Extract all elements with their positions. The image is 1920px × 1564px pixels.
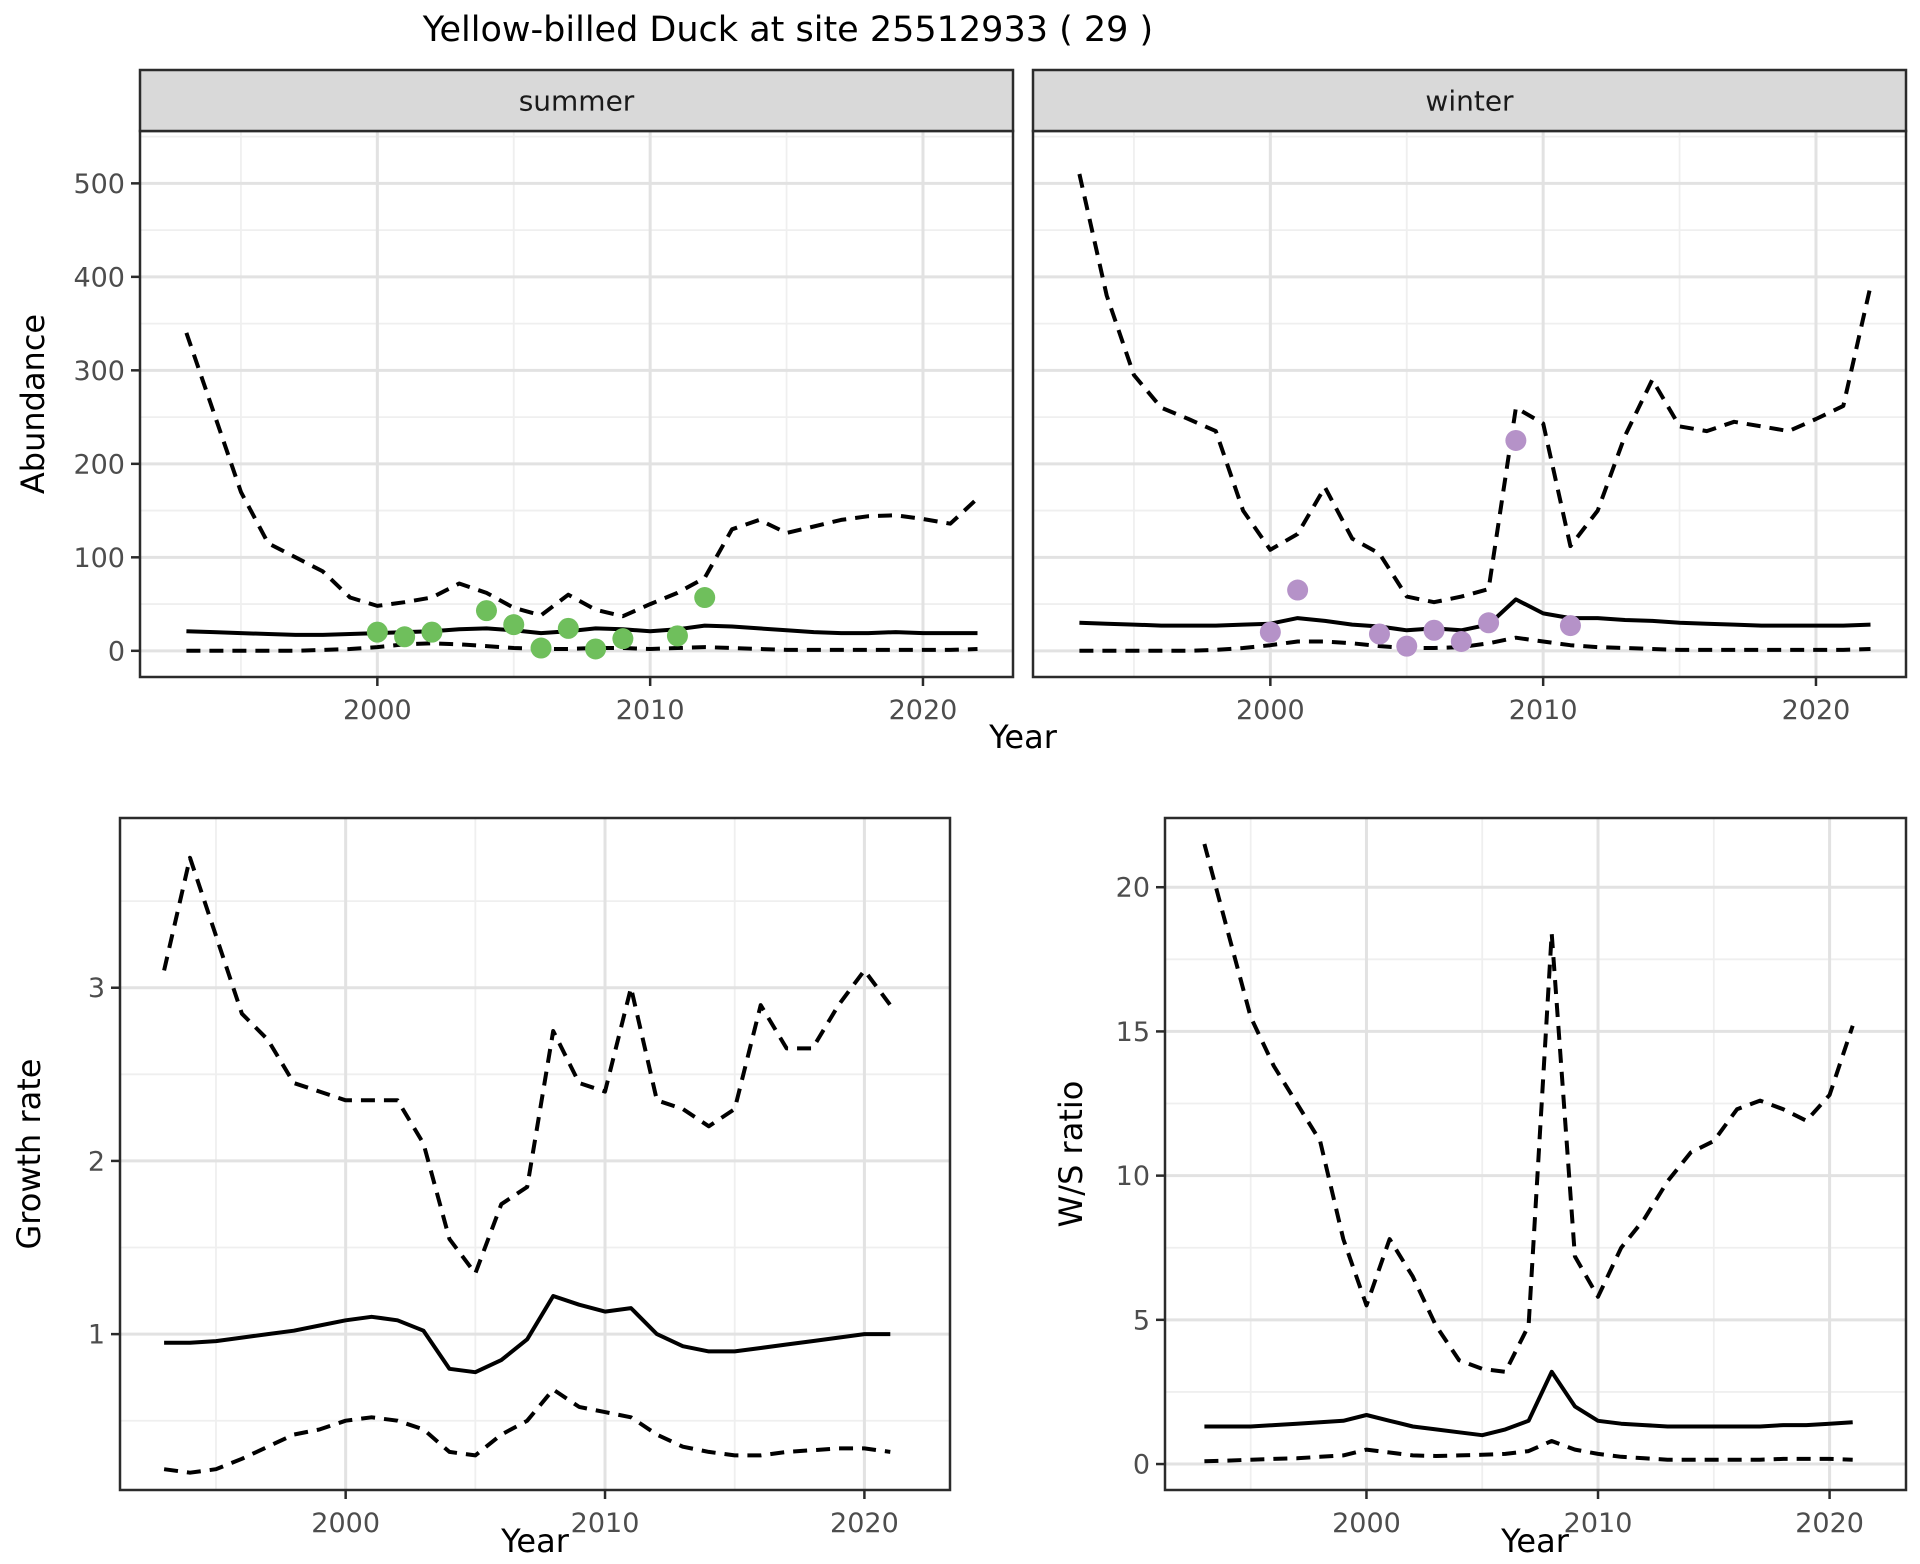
summer-data-marks [184,332,979,660]
x-tick-label: 2000 [311,1508,380,1539]
y-tick-label: 1 [88,1320,105,1351]
x-tick-label: 2010 [1564,1508,1633,1539]
panel-border [1163,816,1908,1492]
plot-title: Yellow-billed Duck at site 25512933 ( 29… [422,10,1154,50]
panel-winter: winter 2000 2010 2020 [1031,68,1908,726]
x-tick-label: 2020 [1782,695,1851,726]
data-point [1450,630,1472,652]
x-tick-label: 2020 [1795,1508,1864,1539]
facet-strip-summer [138,68,1015,133]
y-tick-label: 2 [88,1146,105,1177]
panel-background [1033,131,1906,677]
data-point [557,617,579,639]
series-median-growth [164,1294,891,1375]
winter-data-marks [1077,173,1873,657]
panel-background [120,818,950,1490]
series-median-ws [1204,1369,1853,1438]
data-point [612,628,634,650]
x-tick-label: 2010 [1509,695,1578,726]
data-point [394,626,416,648]
y-tick-label: 200 [73,449,125,480]
data-point [503,614,525,636]
data-point [666,625,688,647]
series-lower_ci-growth [163,1387,891,1475]
winter-gridlines [1033,131,1906,677]
y-tick-label: 3 [88,973,105,1004]
data-point [1259,621,1281,643]
x-tick-label: 2000 [343,695,412,726]
growth-data-marks [162,855,892,1475]
y-tick-label: 5 [1133,1305,1150,1336]
data-point [1368,623,1390,645]
y-axis-title-ws-ratio: W/S ratio [1052,1081,1090,1228]
data-point [1287,579,1309,601]
y-tick-label: 300 [73,356,125,387]
data-point [694,587,716,609]
x-tick-label: 2000 [1332,1508,1401,1539]
y-tick-label: 10 [1116,1161,1150,1192]
data-point [475,600,497,622]
series-lower_ci-summer [186,641,978,653]
y-tick-label: 100 [73,543,125,574]
series-upper_ci-growth [162,855,892,1276]
y-axis-title-abundance: Abundance [14,314,52,494]
winter-observed-counts [1259,429,1581,657]
y-tick-label: 400 [73,262,125,293]
ws-data-marks [1202,843,1855,1464]
data-point [1423,619,1445,641]
y-tick-label: 20 [1116,873,1150,904]
data-point [1396,635,1418,657]
x-tick-label: 2010 [616,695,685,726]
facet-strip-label-winter: winter [1425,85,1514,118]
series-lower_ci-ws [1204,1439,1853,1464]
series-upper_ci-summer [184,332,979,619]
data-point [421,621,443,643]
facet-strip-label-summer: summer [519,85,635,118]
series-lower_ci-winter [1079,635,1871,653]
series-upper_ci-winter [1077,173,1873,605]
panel-growth: 2000 2010 2020 1 2 3 [88,816,952,1539]
panel-summer: summer 2000 2010 2020 0 100 200 300 400 500 [73,68,1015,726]
data-point [1478,612,1500,634]
data-point [1505,429,1527,451]
panel-background [1165,818,1906,1490]
x-tick-label: 2020 [889,695,958,726]
x-tick-label: 2010 [571,1508,640,1539]
summer-gridlines [140,131,1013,677]
x-tick-label: 2000 [1236,695,1305,726]
series-median-winter [1079,597,1871,633]
series-upper_ci-ws [1202,843,1855,1374]
data-point [1559,615,1581,637]
facet-strip-winter [1031,68,1908,133]
growth-gridlines [120,818,950,1490]
y-tick-label: 500 [73,169,125,200]
panel-ws: 2000 2010 2020 0 5 10 15 20 [1116,816,1908,1539]
y-tick-label: 0 [1133,1449,1150,1480]
data-point [366,621,388,643]
panel-background [140,131,1013,677]
y-axis-title-growth-rate: Growth rate [10,1059,48,1250]
x-axis-title-year-growth: Year [500,1522,570,1560]
data-point [585,638,607,660]
y-tick-label: 15 [1116,1017,1150,1048]
panel-border [118,816,952,1492]
summer-observed-counts [366,587,716,660]
y-tick-label: 0 [108,636,125,667]
ws-gridlines [1165,818,1906,1490]
x-axis-title-year-ws: Year [1500,1522,1570,1560]
data-point [530,637,552,659]
series-median-summer [186,623,978,637]
x-tick-label: 2020 [830,1508,899,1539]
x-axis-title-year-top: Year [988,718,1058,756]
